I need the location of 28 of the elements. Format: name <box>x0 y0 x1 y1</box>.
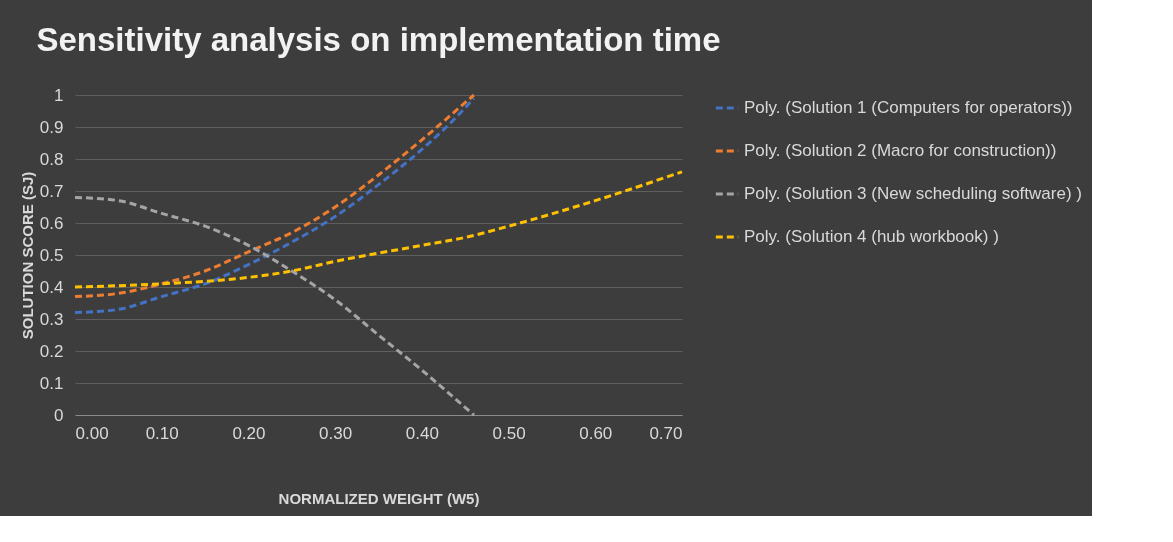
x-tick-label: 0.10 <box>145 423 179 443</box>
y-tick-label: 0.8 <box>39 149 64 169</box>
x-tick-label: 0.40 <box>405 423 439 443</box>
line-series <box>73 195 476 417</box>
y-tick-label: 0.6 <box>39 213 64 233</box>
y-tick-label: 0.3 <box>39 309 64 329</box>
x-tick-label: 0.60 <box>579 423 613 443</box>
y-tick-label: 0.9 <box>39 117 64 137</box>
x-axis-title: NORMALIZED WEIGHT (W5) <box>278 489 480 507</box>
x-tick-label: 0.20 <box>232 423 266 443</box>
y-tick-label: 1 <box>54 85 64 105</box>
legend-label: Poly. (Solution 2 (Macro for construction)) <box>744 141 1057 160</box>
legend-label: Poly. (Solution 4 (hub workbook) ) <box>744 227 999 246</box>
y-axis-title: SOLUTION SCORE (SJ) <box>18 171 36 340</box>
legend-label: Poly. (Solution 3 (New scheduling software) ) <box>744 184 1082 203</box>
x-tick-label: 0.30 <box>319 423 353 443</box>
y-tick-label: 0.7 <box>39 181 64 201</box>
x-tick-label: 0.00 <box>75 423 109 443</box>
y-tick-label: 0.4 <box>39 277 64 297</box>
y-tick-label: 0.1 <box>39 373 64 393</box>
x-tick-label: 0.50 <box>492 423 526 443</box>
chart-title: Sensitivity analysis on implementation time <box>36 21 721 58</box>
x-tick-label: 0.70 <box>649 423 683 443</box>
y-tick-label: 0.2 <box>39 341 64 361</box>
line-series <box>73 170 684 289</box>
y-tick-label: 0 <box>54 405 64 425</box>
y-tick-label: 0.5 <box>39 245 64 265</box>
legend-label: Poly. (Solution 1 (Computers for operators)) <box>744 98 1073 117</box>
